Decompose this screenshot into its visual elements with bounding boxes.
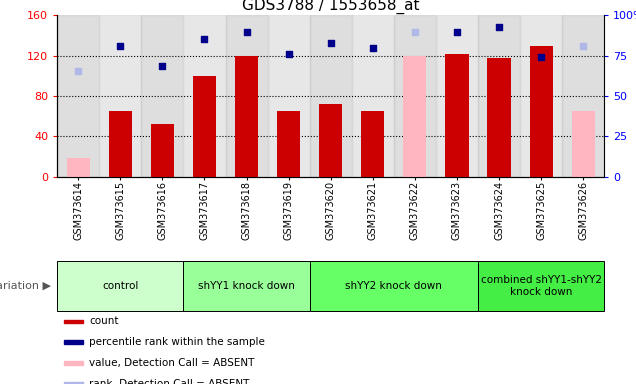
Bar [99,15,141,177]
Bar [193,76,216,177]
Bar [141,15,183,177]
Text: combined shYY1-shYY2
knock down: combined shYY1-shYY2 knock down [481,275,602,297]
Bar [520,15,562,177]
Point [284,51,294,57]
Bar [403,56,426,177]
Point [536,54,546,60]
Text: count: count [89,316,118,326]
Point [494,24,504,30]
Bar [57,15,99,177]
Bar [64,361,83,365]
Point [73,68,83,74]
Bar [310,15,352,177]
Bar [445,54,469,177]
FancyBboxPatch shape [310,261,478,311]
Point [368,45,378,51]
Point [578,43,588,49]
Text: rank, Detection Call = ABSENT: rank, Detection Call = ABSENT [89,379,249,384]
FancyBboxPatch shape [57,261,183,311]
Bar [64,382,83,384]
Bar [562,15,604,177]
Bar [235,56,258,177]
Title: GDS3788 / 1553658_at: GDS3788 / 1553658_at [242,0,420,14]
Bar [67,159,90,177]
Point [157,63,167,69]
Text: shYY2 knock down: shYY2 knock down [345,281,442,291]
Bar [277,111,300,177]
Text: shYY1 knock down: shYY1 knock down [198,281,295,291]
Bar [436,15,478,177]
Text: percentile rank within the sample: percentile rank within the sample [89,337,265,347]
Bar [64,319,83,323]
Bar [268,15,310,177]
Point [452,30,462,36]
Text: control: control [102,281,139,291]
Point [200,35,210,41]
Bar [183,15,226,177]
Text: value, Detection Call = ABSENT: value, Detection Call = ABSENT [89,358,254,368]
Bar [151,124,174,177]
Bar [478,15,520,177]
Point [410,30,420,36]
Bar [226,15,268,177]
Text: genotype/variation ▶: genotype/variation ▶ [0,281,51,291]
Bar [572,111,595,177]
Bar [319,104,342,177]
Bar [361,111,384,177]
Bar [530,46,553,177]
Bar [352,15,394,177]
FancyBboxPatch shape [183,261,310,311]
Bar [394,15,436,177]
Bar [64,340,83,344]
Bar [109,111,132,177]
Point [115,43,125,49]
FancyBboxPatch shape [478,261,604,311]
Point [242,30,252,36]
Point [326,40,336,46]
Bar [487,58,511,177]
